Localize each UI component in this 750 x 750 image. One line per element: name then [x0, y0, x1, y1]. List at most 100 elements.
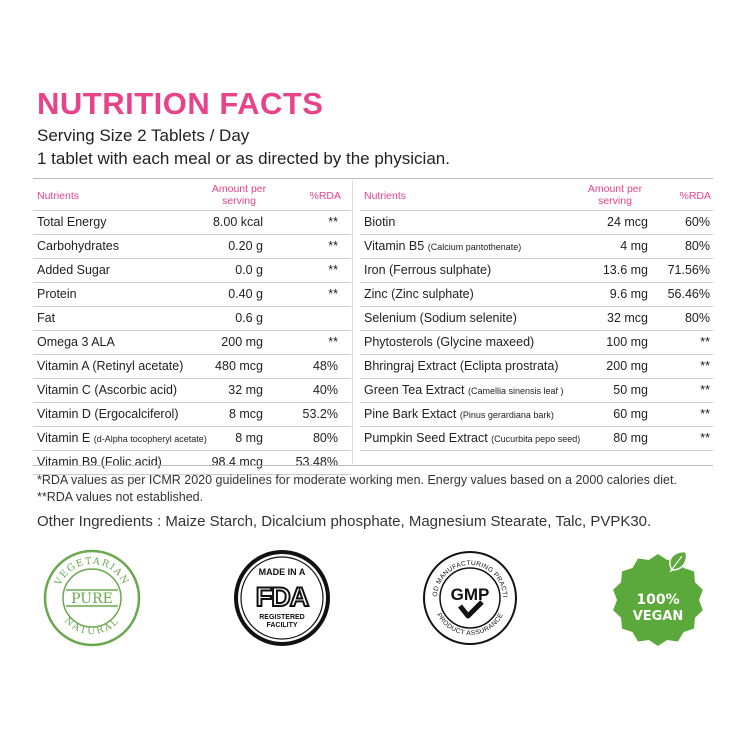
nutrient-name: Phytosterols (Glycine maxeed): [364, 335, 534, 349]
nutrient-name: Pine Bark Extact (Pinus gerardiana bark): [364, 407, 554, 421]
header-amount-line2: serving: [598, 195, 632, 207]
amount-per-serving: 480 mcg: [215, 359, 263, 373]
rda-value: **: [700, 383, 710, 397]
fda-registered-seal-icon: MADE IN A FDA REGISTERED FACILITY: [232, 548, 332, 653]
table-row: Fat 0.6 g: [33, 307, 351, 331]
amount-per-serving: 80 mg: [613, 431, 648, 445]
table-row: Vitamin B9 (Folic acid) 98.4 mcg 53.48%: [33, 451, 351, 475]
table-row: Biotin 24 mcg 60%: [360, 211, 713, 235]
nutrient-label: Vitamin E: [37, 431, 94, 445]
table-row: Protein 0.40 g **: [33, 283, 351, 307]
nutrient-name: Carbohydrates: [37, 239, 119, 253]
rda-footnote: *RDA values as per ICMR 2020 guidelines …: [37, 473, 677, 487]
table-row: Zinc (Zinc sulphate) 9.6 mg 56.46%: [360, 283, 713, 307]
nutrient-label: Pine Bark Extact: [364, 407, 460, 421]
page-title: NUTRITION FACTS: [37, 86, 324, 121]
table-column-divider: [352, 180, 353, 464]
other-ingredients: Other Ingredients : Maize Starch, Dicalc…: [37, 513, 652, 530]
amount-per-serving: 0.0 g: [235, 263, 263, 277]
nutrition-table-right: Nutrients Amount per serving %RDA Biotin…: [360, 180, 713, 451]
nutrient-label: Carbohydrates: [37, 239, 119, 253]
table-row: Selenium (Sodium selenite) 32 mcg 80%: [360, 307, 713, 331]
nutrient-label: Total Energy: [37, 215, 107, 229]
amount-per-serving: 0.6 g: [235, 311, 263, 325]
nutrient-source-note: (Camellia sinensis leaf ): [468, 386, 564, 396]
table-row: Green Tea Extract (Camellia sinensis lea…: [360, 379, 713, 403]
nutrient-label: Iron (Ferrous sulphate): [364, 263, 492, 277]
table-body-left: Total Energy 8.00 kcal ** Carbohydrates 0.20…: [33, 211, 351, 475]
nutrient-label: Protein: [37, 287, 77, 301]
table-row: Added Sugar 0.0 g **: [33, 259, 351, 283]
rda-value: 53.48%: [295, 455, 338, 469]
nutrient-source-note: (Pinus gerardiana bark): [459, 410, 554, 420]
nutrient-label: Zinc (Zinc sulphate): [364, 287, 474, 301]
serving-size: Serving Size 2 Tablets / Day: [37, 126, 250, 145]
nutrient-label: Omega 3 ALA: [37, 335, 115, 349]
table-row: Vitamin E (d-Alpha tocopheryl acetate) 8 …: [33, 427, 351, 451]
seal-center-text: PURE: [71, 591, 113, 607]
nutrient-name: Added Sugar: [37, 263, 110, 277]
rda-value: **: [328, 335, 338, 349]
header-nutrients: Nutrients: [37, 190, 80, 202]
table-row: Vitamin A (Retinyl acetate) 480 mcg 48%: [33, 355, 351, 379]
rda-value: **: [328, 287, 338, 301]
fda-center-text: FDA: [256, 582, 309, 612]
nutrient-label: Vitamin D (Ergocalciferol): [37, 407, 179, 421]
nutrient-name: Vitamin D (Ergocalciferol): [37, 407, 178, 421]
rda-value: 60%: [684, 215, 710, 229]
nutrient-name: Vitamin A (Retinyl acetate): [37, 359, 183, 373]
nutrient-name: Vitamin E (d-Alpha tocopheryl acetate): [37, 431, 207, 445]
header-amount-line2: serving: [222, 195, 256, 207]
table-row: Pine Bark Extact (Pinus gerardiana bark)…: [360, 403, 713, 427]
amount-per-serving: 8 mg: [235, 431, 263, 445]
rda-value: 56.46%: [667, 287, 710, 301]
table-body-right: Biotin 24 mcg 60% Vitamin B5 (Calcium panto…: [360, 211, 713, 451]
table-bottom-rule: [33, 465, 713, 466]
rda-value: 71.56%: [667, 263, 710, 277]
rda-value: **: [328, 239, 338, 253]
nutrient-label: Added Sugar: [37, 263, 110, 277]
nutrient-name: Biotin: [364, 215, 395, 229]
nutrient-label: Green Tea Extract: [364, 383, 468, 397]
header-amount: Amount per serving: [580, 183, 650, 207]
amount-per-serving: 100 mg: [606, 335, 648, 349]
amount-per-serving: 32 mg: [228, 383, 263, 397]
vegan-line2: VEGAN: [633, 609, 684, 624]
rda-value: **: [700, 407, 710, 421]
fda-bottom-line2: FACILITY: [266, 622, 297, 629]
nutrient-name: Pumpkin Seed Extract (Cucurbita pepo see…: [364, 431, 580, 445]
directions: 1 tablet with each meal or as directed b…: [37, 149, 450, 168]
rda-value: 48%: [312, 359, 338, 373]
amount-per-serving: 60 mg: [613, 407, 648, 421]
nutrient-name: Iron (Ferrous sulphate): [364, 263, 491, 277]
amount-per-serving: 200 mg: [606, 359, 648, 373]
nutrient-label: Selenium (Sodium selenite): [364, 311, 517, 325]
nutrient-name: Omega 3 ALA: [37, 335, 115, 349]
vegetarian-pure-natural-seal-icon: VEGETARIAN NATURAL PURE: [42, 548, 142, 653]
rda-value: **: [700, 335, 710, 349]
table-row: Omega 3 ALA 200 mg **: [33, 331, 351, 355]
nutrient-name: Fat: [37, 311, 55, 325]
rda-value: 40%: [312, 383, 338, 397]
rda-value: **: [700, 431, 710, 445]
rda-value: **: [328, 215, 338, 229]
header-amount-line1: Amount per: [211, 183, 267, 195]
nutrient-name: Total Energy: [37, 215, 106, 229]
table-row: Vitamin B5 (Calcium pantothenate) 4 mg 80%: [360, 235, 713, 259]
table-row: Pumpkin Seed Extract (Cucurbita pepo see…: [360, 427, 713, 451]
nutrition-table-left: Nutrients Amount per serving %RDA Total …: [33, 180, 351, 475]
rda-value: 80%: [684, 239, 710, 253]
gmp-seal-icon: GOOD MANUFACTURING PRACTICE PRODUCT ASSU…: [417, 543, 520, 653]
nutrient-name: Vitamin B5 (Calcium pantothenate): [364, 239, 521, 253]
nutrient-name: Bhringraj Extract (Eclipta prostrata): [364, 359, 559, 373]
nutrient-name: Selenium (Sodium selenite): [364, 311, 517, 325]
nutrient-name: Green Tea Extract (Camellia sinensis lea…: [364, 383, 564, 397]
svg-text:NATURAL: NATURAL: [62, 615, 122, 637]
amount-per-serving: 24 mcg: [607, 215, 648, 229]
nutrient-label: Biotin: [364, 215, 396, 229]
fda-bottom-line1: REGISTERED: [259, 614, 305, 621]
vegan-line1: 100%: [636, 592, 679, 608]
table-row: Carbohydrates 0.20 g **: [33, 235, 351, 259]
nutrient-source-note: (Cucurbita pepo seed): [491, 434, 581, 444]
table-row: Vitamin D (Ergocalciferol) 8 mcg 53.2%: [33, 403, 351, 427]
